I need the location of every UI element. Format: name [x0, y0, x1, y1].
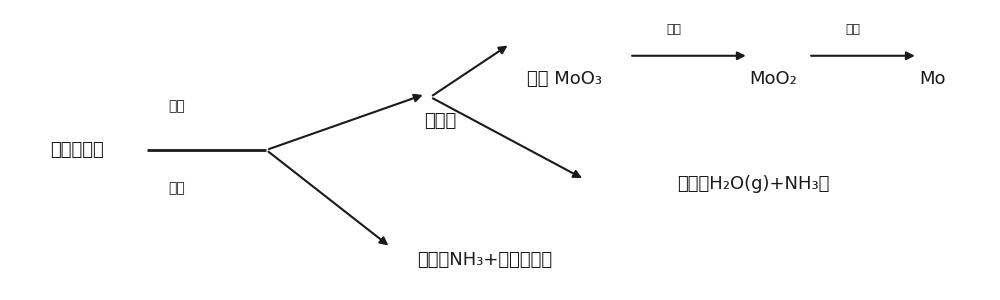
Text: MoO₂: MoO₂: [750, 70, 797, 88]
Text: 氨浸: 氨浸: [168, 181, 185, 195]
Text: 钼酸铵: 钼酸铵: [424, 112, 456, 130]
Text: 湿法: 湿法: [168, 99, 185, 113]
Text: 废气（H₂O(g)+NH₃）: 废气（H₂O(g)+NH₃）: [677, 175, 830, 193]
Text: 高纯 MoO₃: 高纯 MoO₃: [527, 70, 602, 88]
Text: Mo: Mo: [919, 70, 946, 88]
Text: 废气（NH₃+空气尾气）: 废气（NH₃+空气尾气）: [418, 251, 553, 269]
Text: 二段: 二段: [846, 23, 861, 36]
Text: 工业氧化钼: 工业氧化钼: [50, 141, 104, 159]
Text: 一段: 一段: [667, 23, 682, 36]
